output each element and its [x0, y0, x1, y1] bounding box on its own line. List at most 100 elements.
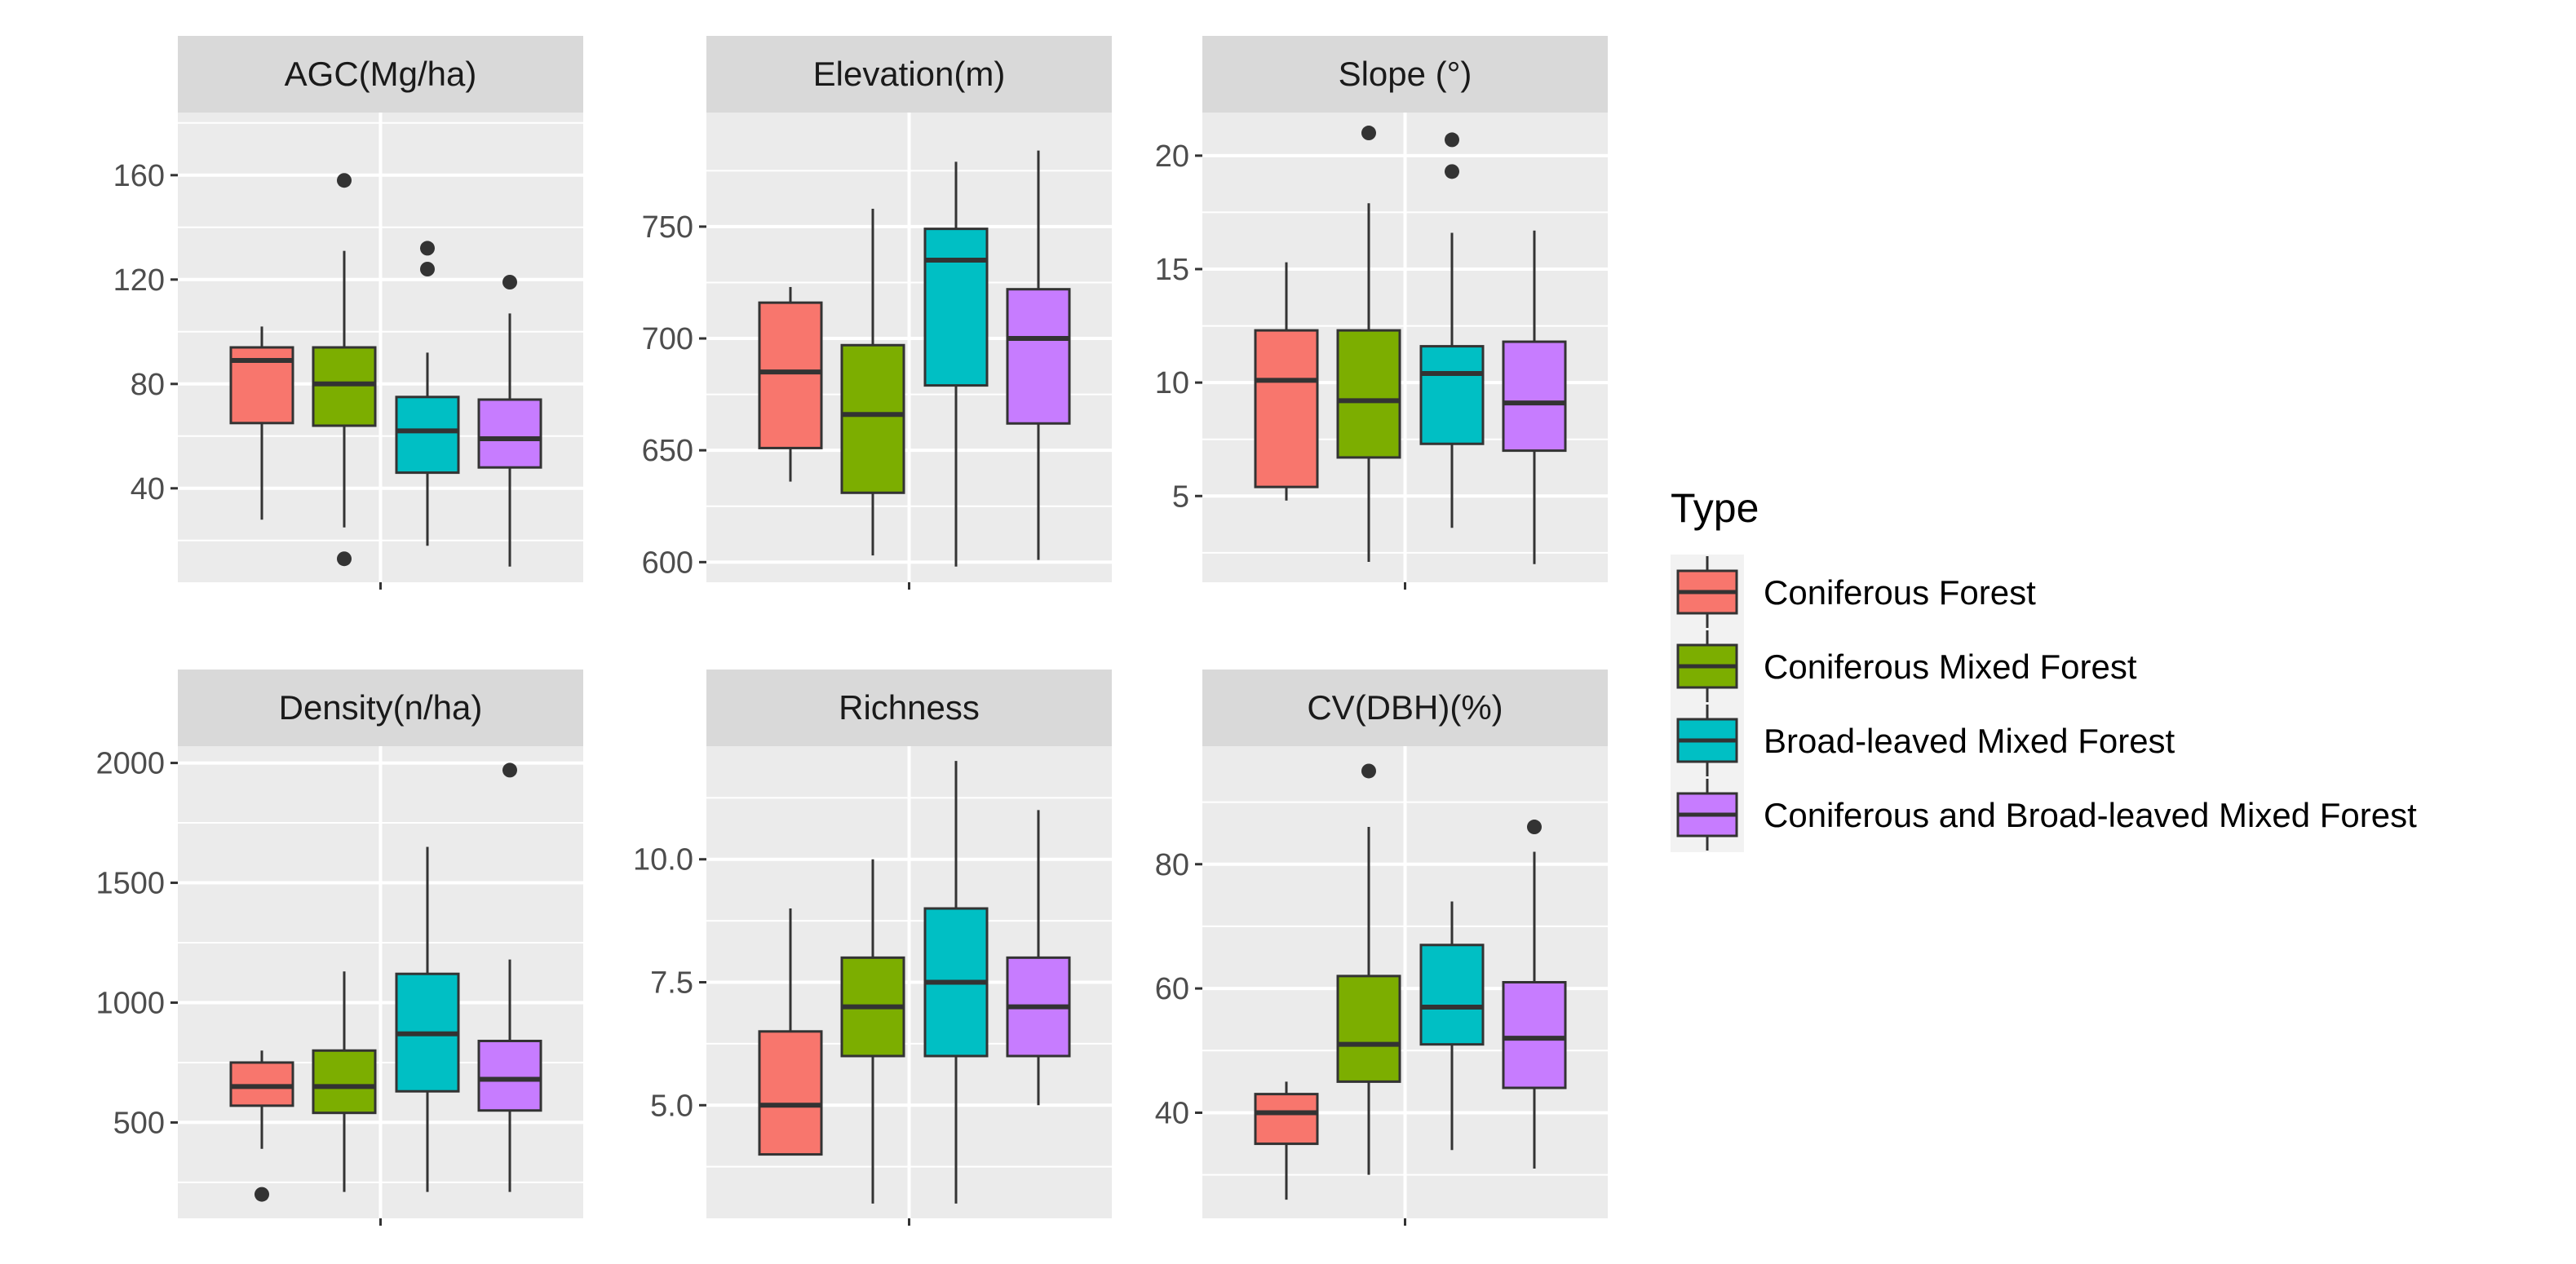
box-coniferous-mixed-forest [1336, 763, 1401, 1175]
y-tick-label: 40 [1155, 1096, 1189, 1130]
box-coniferous-and-broad-leaved-mixed-forest [1006, 810, 1071, 1106]
legend: Type Coniferous Forest Coniferous Mixed Fo… [1671, 485, 2417, 852]
outlier-point [337, 173, 352, 188]
box-body [923, 228, 989, 387]
outlier-point [502, 275, 517, 289]
facet-title-richness: Richness [839, 688, 980, 727]
outlier-point [1527, 820, 1542, 835]
box-body [1336, 329, 1401, 459]
box-body [758, 1030, 823, 1156]
facet-elevation-m: Elevation(m) 600 650 700 750 [642, 36, 1112, 590]
legend-entry-coniferous-mixed-forest: Coniferous Mixed Forest [1671, 629, 2137, 704]
facet-title-elevation-m: Elevation(m) [813, 55, 1006, 93]
legend-label: Coniferous and Broad-leaved Mixed Forest [1764, 796, 2417, 834]
box-body [477, 398, 542, 469]
facet-slope: Slope (°) 5 10 15 20 [1155, 36, 1608, 590]
box-coniferous-forest [229, 1050, 294, 1202]
facet-strip-richness [706, 670, 1112, 746]
y-tick-label: 2000 [95, 747, 165, 781]
y-tick-label: 10 [1155, 366, 1189, 400]
facet-cv-dbh: CV(DBH)(%) 40 60 80 [1155, 670, 1608, 1226]
y-tick-label: 1000 [95, 986, 165, 1020]
box-body [1006, 288, 1071, 425]
facet-richness: Richness 5.0 7.5 10.0 [633, 670, 1112, 1226]
box-broad-leaved-mixed-forest [395, 241, 460, 546]
legend-label: Broad-leaved Mixed Forest [1764, 722, 2175, 760]
box-coniferous-mixed-forest [312, 971, 377, 1192]
y-tick-label: 5.0 [650, 1089, 693, 1123]
box-body [312, 346, 377, 427]
y-tick-label: 7.5 [650, 966, 693, 1001]
box-coniferous-mixed-forest [1336, 126, 1401, 562]
facet-strip-density-n-ha [178, 670, 583, 746]
box-body [1419, 345, 1485, 445]
outlier-point [1445, 132, 1459, 148]
y-tick-label: 700 [642, 322, 693, 356]
y-tick-label: 750 [642, 210, 693, 245]
box-coniferous-forest [1254, 262, 1319, 501]
outlier-point [337, 551, 352, 567]
y-tick-label: 500 [113, 1106, 165, 1140]
box-coniferous-forest [758, 286, 823, 482]
y-tick-label: 15 [1155, 253, 1189, 287]
box-body [1254, 329, 1319, 488]
y-tick-label: 80 [1155, 848, 1189, 882]
outlier-point [1361, 126, 1376, 141]
outlier-point [420, 262, 435, 276]
box-body [1502, 981, 1567, 1089]
box-body [1336, 975, 1401, 1083]
box-coniferous-and-broad-leaved-mixed-forest [1502, 230, 1567, 564]
facet-strip-cv-dbh [1202, 670, 1608, 746]
box-coniferous-forest [758, 908, 823, 1156]
facet-title-density-n-ha: Density(n/ha) [279, 688, 483, 727]
facet-strip-agc-mg-ha [178, 36, 583, 113]
outlier-point [255, 1187, 269, 1202]
facet-title-cv-dbh: CV(DBH)(%) [1307, 688, 1503, 727]
facet-title-agc-mg-ha: AGC(Mg/ha) [285, 55, 477, 93]
box-body [1419, 944, 1485, 1046]
box-coniferous-and-broad-leaved-mixed-forest [1502, 820, 1567, 1169]
legend-entry-coniferous-and-broad-leaved-mixed-forest: Coniferous and Broad-leaved Mixed Forest [1671, 777, 2417, 852]
box-coniferous-mixed-forest [840, 859, 905, 1204]
box-coniferous-forest [1254, 1081, 1319, 1200]
y-tick-label: 60 [1155, 972, 1189, 1006]
facet-title-slope: Slope (°) [1339, 55, 1472, 93]
box-body [312, 1049, 377, 1115]
outlier-point [502, 762, 517, 778]
box-body [1254, 1093, 1319, 1146]
y-tick-label: 40 [131, 472, 165, 506]
facet-strip-slope [1202, 36, 1608, 113]
box-coniferous-and-broad-leaved-mixed-forest [477, 275, 542, 567]
box-broad-leaved-mixed-forest [1419, 132, 1485, 528]
y-tick-label: 10.0 [633, 843, 693, 877]
box-coniferous-forest [229, 326, 294, 520]
outlier-point [1445, 164, 1459, 179]
box-coniferous-and-broad-leaved-mixed-forest [1006, 150, 1071, 560]
box-broad-leaved-mixed-forest [923, 761, 989, 1204]
box-coniferous-and-broad-leaved-mixed-forest [477, 762, 542, 1192]
legend-entry-broad-leaved-mixed-forest: Broad-leaved Mixed Forest [1671, 703, 2175, 778]
outlier-point [420, 241, 435, 256]
y-tick-label: 160 [113, 159, 165, 193]
y-tick-label: 120 [113, 263, 165, 298]
box-body [840, 343, 905, 494]
legend-title: Type [1671, 485, 1759, 531]
facet-density-n-ha: Density(n/ha) 500 1000 1500 2000 [95, 670, 583, 1226]
facet-agc-mg-ha: AGC(Mg/ha) 40 80 120 160 [113, 36, 583, 590]
y-tick-label: 80 [131, 368, 165, 402]
box-body [1502, 340, 1567, 453]
legend-label: Coniferous Forest [1764, 573, 2036, 612]
y-tick-label: 650 [642, 434, 693, 468]
box-coniferous-mixed-forest [840, 208, 905, 556]
box-broad-leaved-mixed-forest [395, 846, 460, 1192]
box-broad-leaved-mixed-forest [923, 161, 989, 567]
box-body [477, 1040, 542, 1112]
box-body [758, 301, 823, 449]
outlier-point [1361, 763, 1376, 779]
y-tick-label: 600 [642, 546, 693, 580]
box-body [395, 396, 460, 475]
legend-label: Coniferous Mixed Forest [1764, 647, 2137, 686]
y-tick-label: 20 [1155, 139, 1189, 174]
